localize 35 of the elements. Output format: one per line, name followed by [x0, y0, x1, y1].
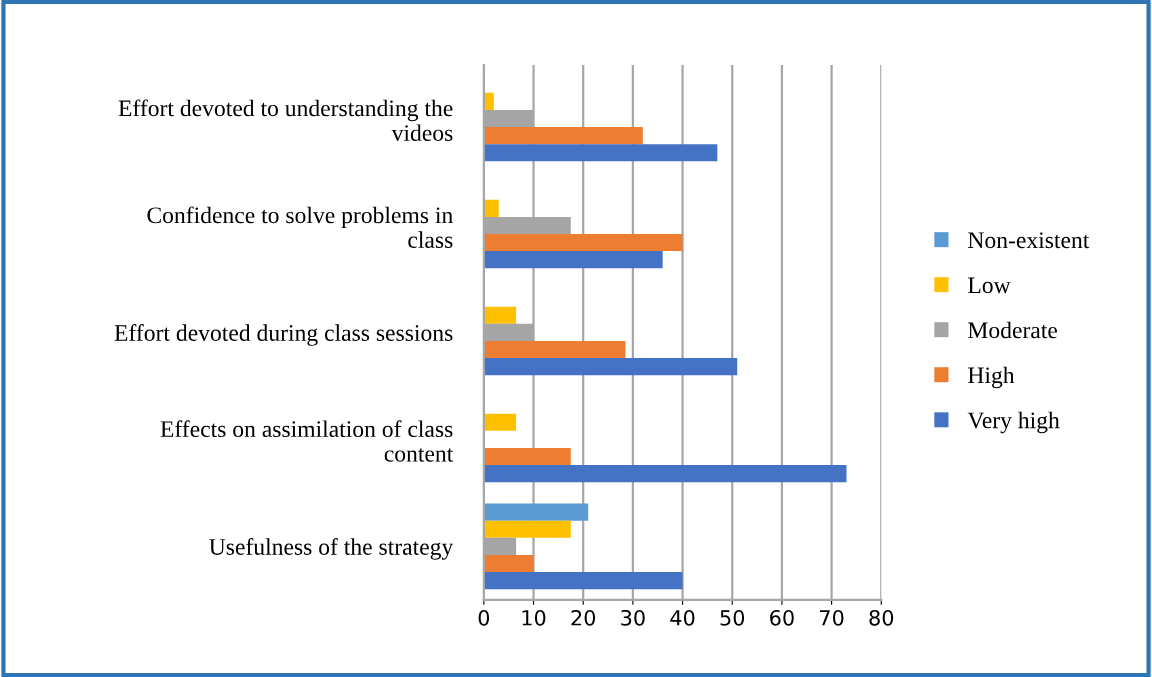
bar — [483, 92, 494, 110]
x-tick-label: 80 — [869, 609, 894, 626]
x-tick-label: 50 — [720, 609, 745, 626]
y-tick-label: Confidence to solve problems in class — [147, 206, 453, 248]
bar — [483, 199, 499, 217]
bar — [483, 306, 517, 324]
x-tick-label: 20 — [571, 609, 596, 626]
x-tick-label: 60 — [770, 609, 794, 626]
bar — [483, 340, 626, 359]
legend-label: Very high — [967, 411, 1060, 434]
x-tick-label: 0 — [478, 609, 490, 626]
bar — [483, 234, 683, 252]
legend-label: Low — [968, 277, 1011, 294]
legend-label: Non-existent — [968, 232, 1090, 249]
x-tick-label: 70 — [820, 609, 844, 626]
bar — [483, 520, 571, 538]
legend-label: High — [968, 366, 1015, 389]
y-tick-label: Effort devoted during class sessions — [114, 324, 453, 346]
bar — [483, 358, 738, 376]
x-tick-label: 40 — [670, 609, 695, 626]
bar — [483, 127, 643, 145]
bar — [483, 251, 663, 269]
bar — [483, 465, 847, 483]
bar — [483, 144, 718, 162]
y-tick-label: Usefulness of the strategy — [209, 538, 454, 560]
bar — [483, 572, 683, 590]
bar — [483, 447, 571, 466]
bar — [483, 413, 517, 431]
x-tick-label: 10 — [522, 609, 546, 626]
y-tick-label: Effects on assimilation of class content — [160, 420, 454, 462]
bar — [483, 554, 534, 573]
legend-label: Moderate — [968, 321, 1058, 339]
bar — [483, 503, 589, 521]
y-tick-label: Effort devoted to understanding the videos — [118, 99, 453, 142]
x-tick-label: 30 — [621, 609, 645, 626]
